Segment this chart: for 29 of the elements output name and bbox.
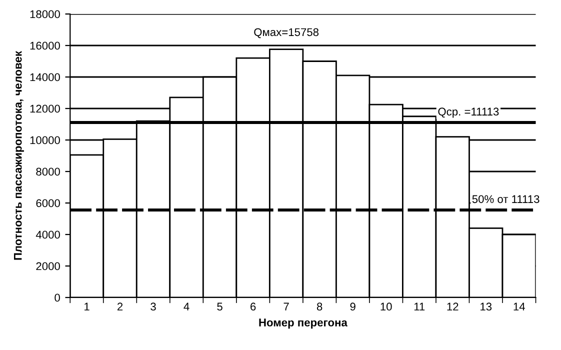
x-tick-label: 8 [316,302,322,311]
y-axis-title: Плотность пассажиропотока, человек [14,50,24,260]
x-tick-label: 12 [447,302,458,310]
ref-line-label: 50% от 11113 [472,195,540,204]
x-tick-label: 6 [250,302,256,311]
y-tick-label: 4000 [36,230,60,239]
x-tick-label: 2 [117,302,123,310]
y-tick-label: 16000 [30,42,60,50]
y-tick-label: 0 [54,294,60,302]
y-tick-label: 18000 [30,10,60,18]
ref-line-label: Qср. =11113 [438,108,499,118]
y-tick-label: 12000 [30,104,60,113]
y-tick-label: 8000 [36,168,60,176]
x-tick-label: 9 [350,302,356,311]
y-tick-label: 6000 [36,199,60,208]
x-tick-label: 10 [380,302,392,311]
x-tick-label: 3 [150,302,156,311]
x-axis-title: Номер перегона [259,318,348,329]
y-tick-label: 2000 [36,262,60,270]
annotation: Qмах=15758 [254,28,319,38]
y-tick-label: 14000 [30,73,60,82]
x-tick-label: 13 [480,302,492,311]
x-tick-label: 5 [217,302,222,311]
x-tick-label: 7 [284,302,289,310]
x-tick-label: 11 [414,302,425,310]
x-tick-label: 1 [84,302,90,310]
y-tick-label: 10000 [30,136,60,144]
x-tick-label: 14 [514,302,525,310]
x-tick-label: 4 [184,302,190,310]
